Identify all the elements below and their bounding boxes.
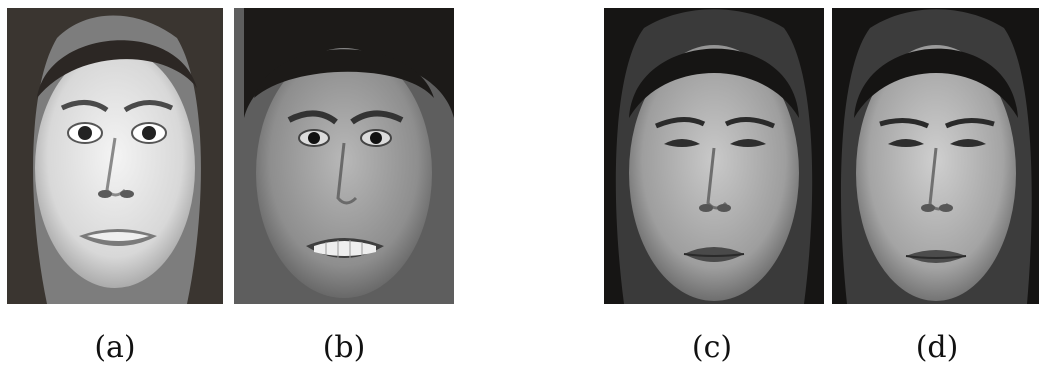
caption-c: (c) [667, 328, 757, 368]
caption-b: (b) [299, 328, 389, 368]
face-image-b [234, 8, 454, 304]
face-image-a [7, 8, 223, 304]
caption-a: (a) [70, 328, 160, 368]
face-image-d [832, 8, 1039, 304]
face-photo-c [604, 8, 824, 304]
face-image-c [604, 8, 824, 304]
caption-d: (d) [892, 328, 982, 368]
face-photo-a [7, 8, 223, 304]
face-photo-b [234, 8, 454, 304]
face-photo-d [832, 8, 1039, 304]
